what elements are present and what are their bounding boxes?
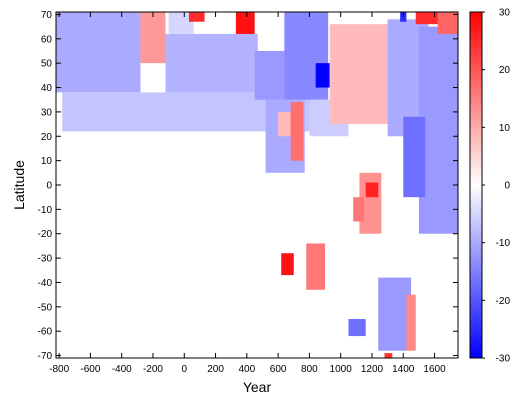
x-tick-label: 1200 bbox=[361, 364, 384, 375]
heatmap-cell bbox=[365, 182, 379, 198]
y-tick-label: 30 bbox=[41, 107, 53, 118]
y-tick-label: 10 bbox=[41, 156, 53, 167]
heatmap-cells bbox=[56, 12, 458, 358]
x-tick-label: -200 bbox=[143, 364, 163, 375]
heatmap-cell bbox=[437, 12, 458, 34]
y-tick-label: -60 bbox=[38, 327, 53, 338]
heatmap-cell bbox=[290, 102, 304, 161]
y-tick-label: -30 bbox=[38, 254, 53, 265]
y-tick-label: 70 bbox=[41, 10, 53, 21]
x-tick-label: 200 bbox=[207, 364, 224, 375]
heatmap-cell bbox=[403, 116, 426, 198]
x-axis-ticks: -800 -600 -400 -200 0 200 400 600 800 1000 1200 140… bbox=[49, 12, 446, 375]
heatmap-cell bbox=[418, 26, 458, 234]
x-tick-label: -800 bbox=[49, 364, 69, 375]
colorbar-tick-label: 0 bbox=[504, 181, 510, 192]
x-tick-label: 1000 bbox=[330, 364, 353, 375]
heatmap-cell bbox=[315, 63, 330, 88]
colorbar-gradient bbox=[469, 11, 483, 359]
y-tick-label: 40 bbox=[41, 83, 53, 94]
heatmap-cell bbox=[306, 243, 326, 290]
heatmap-cell bbox=[165, 33, 258, 93]
colorbar-tick-label: -30 bbox=[496, 354, 511, 365]
y-tick-label: -20 bbox=[38, 229, 53, 240]
heatmap-cell bbox=[384, 353, 393, 358]
y-tick-label: 20 bbox=[41, 132, 53, 143]
y-tick-label: 60 bbox=[41, 34, 53, 45]
x-tick-label: 800 bbox=[301, 364, 318, 375]
heatmap-cell bbox=[281, 253, 294, 276]
heatmap-cell bbox=[415, 12, 441, 25]
x-tick-label: 1400 bbox=[392, 364, 415, 375]
colorbar-tick-label: -20 bbox=[496, 296, 511, 307]
heatmap-cell bbox=[140, 12, 166, 64]
x-tick-label: 400 bbox=[238, 364, 255, 375]
heatmap-cell bbox=[56, 12, 141, 93]
colorbar-tick-label: 20 bbox=[499, 65, 511, 76]
y-tick-label: 0 bbox=[46, 181, 52, 192]
heatmap-cell bbox=[168, 12, 194, 34]
y-tick-label: 50 bbox=[41, 59, 53, 70]
heatmap-cell bbox=[235, 12, 255, 34]
x-axis-title: Year bbox=[243, 379, 272, 395]
heatmap-cell bbox=[329, 24, 396, 125]
colorbar: 30 20 10 0 -10 -20 -30 bbox=[469, 8, 510, 365]
heatmap-cell bbox=[378, 277, 412, 351]
y-axis-title: Latitude bbox=[11, 160, 27, 210]
x-tick-label: -600 bbox=[80, 364, 100, 375]
x-tick-label: 1600 bbox=[423, 364, 446, 375]
heatmap-cell bbox=[406, 294, 416, 351]
heatmap-cell bbox=[188, 12, 205, 22]
colorbar-tick-label: -10 bbox=[496, 238, 511, 249]
x-tick-label: 0 bbox=[181, 364, 187, 375]
heatmap-cell bbox=[348, 319, 366, 337]
y-tick-label: -70 bbox=[38, 351, 53, 362]
x-tick-label: -400 bbox=[112, 364, 132, 375]
colorbar-tick-label: 30 bbox=[499, 8, 511, 19]
y-tick-label: -10 bbox=[38, 205, 53, 216]
y-tick-label: -50 bbox=[38, 302, 53, 313]
colorbar-tick-label: 10 bbox=[499, 123, 511, 134]
y-tick-label: -40 bbox=[38, 278, 53, 289]
colorbar-ticks: 30 20 10 0 -10 -20 -30 bbox=[482, 8, 510, 365]
heatmap-cell bbox=[254, 50, 290, 100]
heatmap-cell bbox=[278, 111, 294, 137]
x-tick-label: 600 bbox=[270, 364, 287, 375]
heatmap-cell bbox=[353, 197, 365, 222]
y-axis-ticks: 70 60 50 40 30 20 10 0 -10 -20 -30 -40 -50 -60 -70 bbox=[38, 10, 458, 362]
